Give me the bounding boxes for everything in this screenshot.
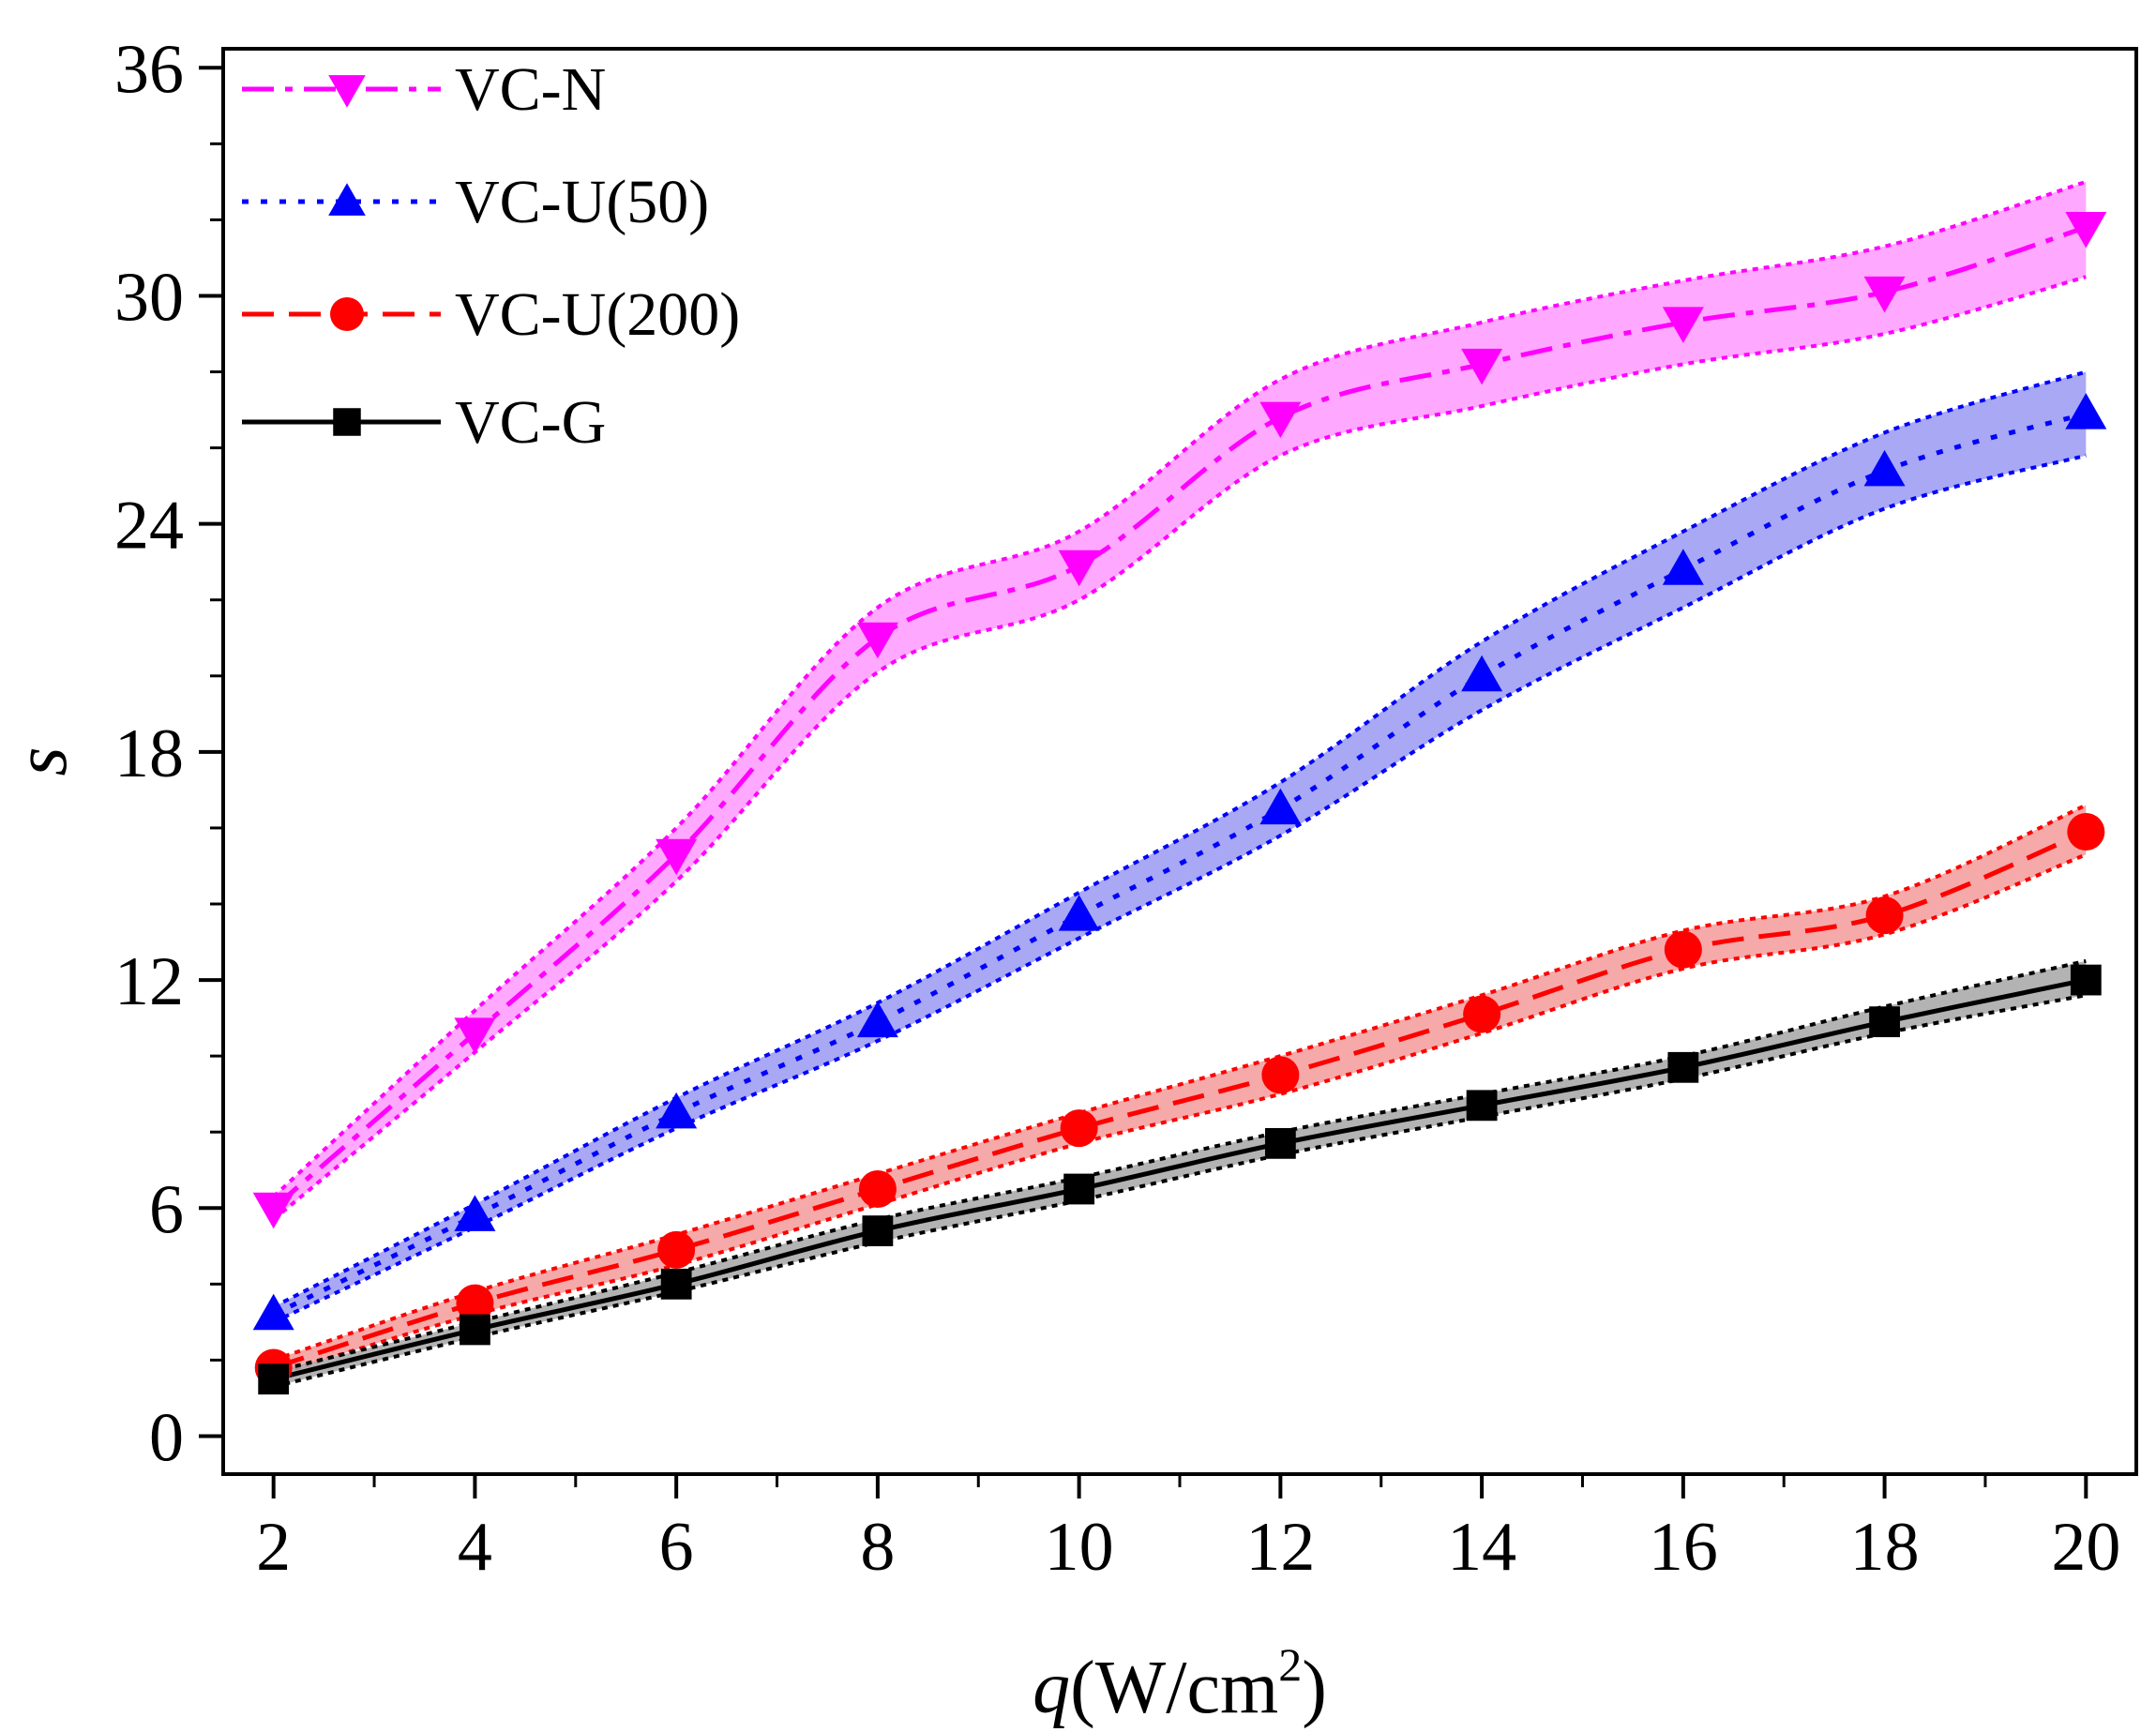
y-tick-label-24: 24 <box>114 488 184 565</box>
data-markers <box>252 212 2107 1395</box>
y-tick-label-36: 36 <box>114 31 184 108</box>
marker-vc-g-x16 <box>1667 1051 1699 1083</box>
marker-vc-g-x14 <box>1466 1090 1498 1122</box>
marker-vc-u-200-x10 <box>1060 1109 1098 1148</box>
x-axis-title: q(W/cm2) <box>1033 1638 1327 1729</box>
legend-marker-vc-u-200 <box>330 297 364 331</box>
marker-vc-u-200-x18 <box>1865 896 1904 935</box>
line-vc-n <box>272 225 2088 1211</box>
x-tick-label-18: 18 <box>1850 1509 1920 1586</box>
marker-vc-n-x8 <box>856 622 898 659</box>
marker-vc-g-x12 <box>1264 1127 1296 1159</box>
marker-vc-n-x16 <box>1662 307 1704 343</box>
band-upper-vc-u-50 <box>272 369 2087 1309</box>
marker-vc-u-200-x8 <box>858 1170 897 1208</box>
marker-vc-n-x4 <box>454 1017 496 1054</box>
band-vc-u-50 <box>273 371 2087 1322</box>
x-tick-label-6: 6 <box>659 1509 694 1586</box>
x-tick-label-2: 2 <box>256 1509 291 1586</box>
legend-label-vc-u-50: VC-U(50) <box>455 168 709 236</box>
x-axis-unit: (W/cm <box>1070 1647 1278 1729</box>
band-lower-vc-u-200 <box>273 852 2088 1378</box>
band-lower-vc-n <box>272 275 2087 1221</box>
y-tick-label-0: 0 <box>149 1399 184 1476</box>
legend-marker-vc-g <box>333 408 361 436</box>
x-axis-unit-close: ) <box>1302 1647 1327 1729</box>
confidence-bands <box>272 179 2088 1389</box>
marker-vc-n-x14 <box>1461 348 1503 385</box>
marker-vc-n-x2 <box>252 1192 294 1229</box>
x-tick-label-14: 14 <box>1447 1509 1516 1586</box>
marker-vc-u-200-x4 <box>456 1284 494 1322</box>
marker-vc-u-50-x2 <box>252 1293 294 1331</box>
marker-vc-u-50-x8 <box>856 1001 898 1038</box>
band-vc-g <box>273 960 2087 1387</box>
marker-vc-g-x20 <box>2070 964 2102 996</box>
marker-vc-g-x18 <box>1869 1006 1900 1038</box>
x-tick-label-16: 16 <box>1649 1509 1718 1586</box>
marker-vc-u-200-x20 <box>2067 812 2105 851</box>
legend-marker-vc-u-50 <box>328 183 366 216</box>
legend-label-vc-g: VC-G <box>455 388 606 457</box>
band-lower-vc-g <box>273 993 2087 1389</box>
marker-vc-n-x6 <box>656 838 698 876</box>
y-tick-label-6: 6 <box>149 1171 184 1248</box>
x-tick-label-12: 12 <box>1245 1509 1315 1586</box>
x-tick-label-10: 10 <box>1045 1509 1114 1586</box>
marker-vc-u-50-x12 <box>1259 788 1302 825</box>
x-axis-unit-exponent: 2 <box>1278 1638 1302 1691</box>
y-axis-title: s <box>0 746 83 776</box>
x-tick-label-8: 8 <box>860 1509 895 1586</box>
marker-vc-g-x6 <box>660 1268 692 1300</box>
line-vc-g <box>273 977 2087 1382</box>
legend-label-vc-u-200: VC-U(200) <box>455 280 740 349</box>
legend-marker-vc-n <box>328 75 366 108</box>
marker-vc-u-200-x16 <box>1664 930 1702 969</box>
marker-vc-g-x10 <box>1063 1173 1095 1205</box>
marker-vc-g-x2 <box>258 1363 290 1395</box>
marker-vc-g-x4 <box>460 1314 490 1346</box>
band-vc-u-200 <box>273 805 2087 1376</box>
band-upper-vc-n <box>272 179 2087 1198</box>
marker-vc-u-50-x16 <box>1662 549 1704 585</box>
marker-vc-u-50-x18 <box>1863 449 1906 487</box>
y-tick-label-18: 18 <box>114 715 184 792</box>
marker-vc-n-x20 <box>2065 212 2107 249</box>
marker-vc-u-50-x14 <box>1461 655 1503 692</box>
marker-vc-g-x8 <box>862 1215 894 1246</box>
x-tick-label-4: 4 <box>458 1509 492 1586</box>
marker-vc-u-200-x6 <box>657 1230 696 1269</box>
x-axis-variable: q <box>1033 1647 1070 1729</box>
line-vc-u-200 <box>272 829 2088 1370</box>
x-tick-label-20: 20 <box>2051 1509 2120 1586</box>
legend-label-vc-n: VC-N <box>455 55 606 124</box>
marker-vc-u-50-x6 <box>656 1092 698 1129</box>
y-tick-label-12: 12 <box>114 943 184 1020</box>
marker-vc-u-50-x20 <box>2065 393 2107 429</box>
marker-vc-u-200-x14 <box>1463 995 1501 1033</box>
marker-vc-u-50-x4 <box>454 1195 496 1231</box>
marker-vc-n-x18 <box>1863 276 1906 313</box>
marker-vc-n-x10 <box>1058 550 1100 587</box>
marker-vc-u-50-x10 <box>1058 895 1100 931</box>
marker-vc-u-200-x12 <box>1261 1056 1300 1094</box>
marker-vc-n-x12 <box>1259 401 1302 439</box>
y-tick-label-30: 30 <box>114 259 184 336</box>
series-lines <box>272 225 2088 1382</box>
legend: VC-N VC-U(50) VC-U(200) VC-G <box>242 55 740 457</box>
